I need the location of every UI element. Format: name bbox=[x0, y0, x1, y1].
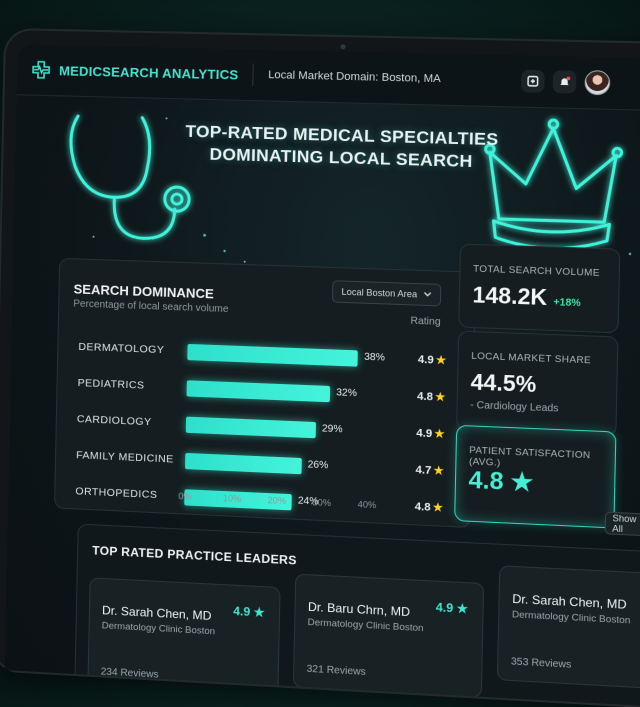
star-icon: ★ bbox=[436, 354, 447, 367]
clinic-name: Dermatology Clinic Boston bbox=[512, 609, 631, 626]
stat-value: 44.5% bbox=[470, 369, 536, 398]
rating-value: 4.9 bbox=[233, 604, 250, 619]
x-tick-label: 0% bbox=[178, 491, 191, 502]
leader-card[interactable]: Dr. Baru Chrn, MD Dermatology Clinic Bos… bbox=[293, 574, 484, 698]
review-count: 353 Reviews bbox=[511, 656, 572, 671]
local-market-share-card[interactable]: Local Market Share 44.5% - Cardiology Le… bbox=[456, 331, 618, 437]
delta-badge: +18% bbox=[553, 297, 581, 309]
category-label: Dermatology bbox=[78, 341, 164, 356]
star-icon: ★ bbox=[434, 428, 445, 441]
card-rating: 4.9 ★ bbox=[233, 604, 265, 620]
star-icon: ★ bbox=[253, 605, 264, 620]
app-screen: MEDICSEARCH ANALYTICS Local Market Domai… bbox=[5, 44, 640, 707]
bar[interactable] bbox=[186, 417, 316, 439]
divider bbox=[253, 64, 254, 86]
show-all-label: Show All bbox=[612, 513, 640, 535]
bar-row: Dermatology 38% 4.9 ★ bbox=[58, 337, 473, 373]
value-label: 26% bbox=[307, 459, 328, 471]
brand-name: MEDICSEARCH ANALYTICS bbox=[59, 63, 239, 82]
area-filter-dropdown[interactable]: Local Boston Area bbox=[332, 280, 442, 306]
notifications-button[interactable] bbox=[553, 70, 577, 93]
rating-value: 4.8 ★ bbox=[417, 389, 446, 403]
practice-leaders-panel: Top Rated Practice Leaders Dr. Sarah Che… bbox=[74, 524, 640, 707]
rating-value: 4.7 ★ bbox=[415, 463, 444, 478]
total-search-volume-card[interactable]: Total Search Volume 148.2K +18% bbox=[458, 244, 620, 334]
laptop-bezel: MEDICSEARCH ANALYTICS Local Market Domai… bbox=[0, 30, 640, 707]
bar-row: Cardiology 29% 4.9 ★ bbox=[57, 409, 472, 447]
patient-satisfaction-card[interactable]: Patient Satisfaction (Avg.) 4.8 ★ bbox=[454, 425, 616, 529]
clinic-name: Dermatology Clinic Boston bbox=[308, 617, 424, 634]
bar[interactable] bbox=[187, 380, 331, 402]
market-domain-label: Local Market Domain: Boston, MA bbox=[268, 69, 441, 85]
x-tick-label: 20% bbox=[267, 495, 286, 506]
category-label: Family Medicine bbox=[76, 449, 174, 465]
star-icon: ★ bbox=[435, 391, 446, 404]
x-tick-label: 10% bbox=[223, 493, 242, 504]
avatar[interactable] bbox=[584, 70, 610, 95]
brand[interactable]: MEDICSEARCH ANALYTICS bbox=[31, 60, 239, 85]
bar-row: Orthopedics 24% 4.8 ★ bbox=[55, 481, 470, 520]
review-count: 234 Reviews bbox=[101, 666, 159, 680]
x-tick-label: 40% bbox=[358, 499, 377, 510]
bar[interactable] bbox=[187, 344, 358, 367]
clinic-name: Dermatology Clinic Boston bbox=[102, 620, 216, 637]
satisfaction-value: 4.8 bbox=[468, 466, 504, 495]
value-label: 38% bbox=[364, 352, 385, 364]
bar[interactable] bbox=[185, 453, 302, 474]
bar-row: Pediatrics 32% 4.8 ★ bbox=[57, 373, 472, 410]
total-value: 148.2K bbox=[472, 282, 547, 310]
medical-cross-pulse-icon bbox=[31, 60, 51, 80]
star-icon: ★ bbox=[510, 468, 533, 497]
value-label: 32% bbox=[336, 387, 357, 399]
stat-note: - Cardiology Leads bbox=[470, 400, 559, 415]
card-rating: 4.9 ★ bbox=[436, 600, 468, 616]
stat-value: 4.8 ★ bbox=[468, 465, 533, 498]
search-dominance-panel: Search Dominance Percentage of local sea… bbox=[54, 258, 476, 528]
export-button[interactable] bbox=[521, 70, 545, 93]
leader-card[interactable]: Dr. Sarah Chen, MD Dermatology Clinic Bo… bbox=[87, 577, 280, 700]
value-label: 29% bbox=[322, 423, 343, 435]
star-icon: ★ bbox=[433, 502, 444, 515]
leader-card[interactable]: Dr. Sarah Chen, MD Dermatology Clinic Bo… bbox=[497, 565, 640, 691]
rating-header: Rating bbox=[410, 316, 440, 328]
stat-label: Total Search Volume bbox=[473, 263, 600, 279]
category-label: Orthopedics bbox=[75, 485, 157, 501]
bell-icon bbox=[558, 76, 571, 89]
star-icon: ★ bbox=[433, 465, 444, 478]
stat-value: 148.2K +18% bbox=[472, 282, 581, 312]
show-all-dropdown[interactable]: Show All bbox=[605, 512, 640, 538]
doctor-name: Dr. Baru Chrn, MD bbox=[308, 600, 410, 620]
rating-value: 4.8 ★ bbox=[415, 500, 444, 515]
review-count: 321 Reviews bbox=[307, 664, 366, 678]
rating-value: 4.9 ★ bbox=[418, 353, 447, 367]
rating-value: 4.9 ★ bbox=[416, 426, 445, 440]
category-label: Cardiology bbox=[77, 413, 152, 428]
bar-row: Family Medicine 26% 4.7 ★ bbox=[56, 445, 471, 484]
leaders-title: Top Rated Practice Leaders bbox=[92, 543, 297, 567]
doctor-name: Dr. Sarah Chen, MD bbox=[102, 603, 212, 623]
stat-label: Local Market Share bbox=[471, 351, 591, 367]
category-label: Pediatrics bbox=[78, 377, 145, 392]
rating-value: 4.9 bbox=[436, 600, 454, 615]
chevron-down-icon bbox=[423, 291, 431, 297]
dropdown-value: Local Boston Area bbox=[341, 287, 417, 300]
star-icon: ★ bbox=[457, 601, 469, 616]
export-icon bbox=[526, 75, 539, 88]
doctor-name: Dr. Sarah Chen, MD bbox=[512, 592, 627, 612]
top-actions bbox=[521, 69, 610, 96]
x-tick-label: 30% bbox=[312, 497, 331, 508]
camera-dot bbox=[340, 44, 345, 49]
